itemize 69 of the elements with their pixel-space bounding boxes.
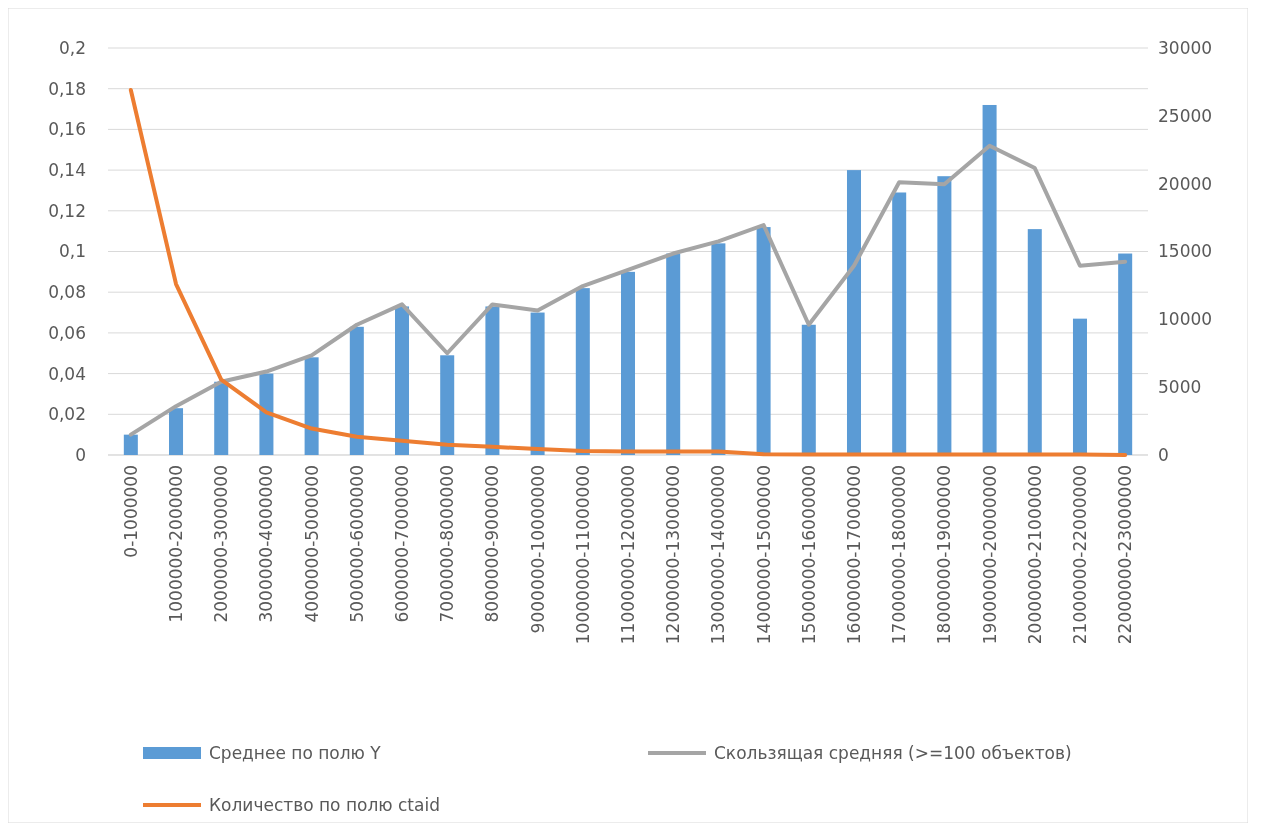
- x-tick-label: 13000000-14000000: [708, 465, 729, 645]
- bar: [937, 176, 952, 455]
- bar: [169, 408, 184, 455]
- y2-tick-label: 5000: [1158, 377, 1202, 398]
- bar: [756, 227, 771, 455]
- x-tick-label: 8000000-9000000: [482, 465, 503, 623]
- x-tick-label: 19000000-20000000: [979, 465, 1000, 645]
- y-tick-label: 0,08: [48, 282, 86, 303]
- bar: [304, 357, 319, 455]
- x-tick-label: 18000000-19000000: [934, 465, 955, 645]
- x-tick-label: 6000000-7000000: [391, 465, 412, 623]
- bar: [982, 104, 997, 455]
- x-tick-label: 1000000-2000000: [165, 465, 186, 623]
- bar: [349, 326, 364, 455]
- y-tick-label: 0,06: [48, 322, 86, 343]
- y2-tick-label: 15000: [1158, 241, 1213, 262]
- x-tick-label: 4000000-5000000: [301, 465, 322, 623]
- bar: [485, 306, 500, 455]
- y2-tick-label: 10000: [1158, 309, 1213, 330]
- bar: [620, 271, 636, 455]
- bar: [214, 381, 229, 455]
- y2-tick-label: 25000: [1158, 105, 1213, 126]
- x-tick-label: 11000000-12000000: [617, 465, 638, 645]
- x-tick-label: 16000000-17000000: [843, 465, 864, 645]
- bar: [666, 253, 681, 455]
- bar: [530, 312, 545, 455]
- y-tick-label: 0,18: [48, 78, 86, 99]
- legend-label: Среднее по полю Y: [209, 742, 382, 763]
- y-tick-label: 0,14: [48, 160, 86, 181]
- x-tick-label: 0-1000000: [120, 465, 141, 558]
- y2-tick-label: 30000: [1158, 37, 1213, 58]
- x-tick-label: 12000000-13000000: [663, 465, 684, 645]
- line-series: [128, 143, 1128, 437]
- bar: [1118, 253, 1133, 455]
- bar: [846, 170, 861, 455]
- y-tick-label: 0,12: [48, 200, 86, 221]
- y-tick-label: 0,16: [48, 119, 86, 140]
- bar: [440, 355, 455, 455]
- x-tick-label: 5000000-6000000: [346, 465, 367, 623]
- line-series: [128, 88, 1128, 457]
- y-tick-label: 0,04: [48, 363, 86, 384]
- x-tick-label: 3000000-4000000: [256, 465, 277, 623]
- bar: [801, 324, 816, 455]
- bar: [575, 288, 590, 455]
- bar: [259, 373, 274, 455]
- x-tick-label: 17000000-18000000: [889, 465, 910, 645]
- x-tick-label: 15000000-16000000: [798, 465, 819, 645]
- y2-tick-label: 0: [1158, 444, 1169, 465]
- bar: [123, 434, 138, 455]
- x-tick-label: 21000000-22000000: [1069, 465, 1090, 645]
- bar: [711, 243, 726, 455]
- x-tick-label: 20000000-21000000: [1024, 465, 1045, 645]
- legend-label: Количество по полю ctaid: [209, 794, 440, 815]
- x-tick-label: 9000000-10000000: [527, 465, 548, 634]
- bar: [1072, 318, 1087, 455]
- y2-tick-label: 20000: [1158, 173, 1213, 194]
- bar: [395, 306, 410, 455]
- x-tick-label: 7000000-8000000: [437, 465, 458, 623]
- y-tick-label: 0,02: [48, 404, 86, 425]
- y-tick-label: 0,1: [58, 241, 86, 262]
- x-tick-label: 10000000-11000000: [572, 465, 593, 645]
- legend-label: Скользящая средняя (>=100 объектов): [714, 742, 1072, 763]
- x-tick-label: 2000000-3000000: [211, 465, 232, 623]
- y-tick-label: 0: [75, 444, 86, 465]
- x-tick-label: 14000000-15000000: [753, 465, 774, 645]
- y-tick-label: 0,2: [58, 37, 86, 58]
- bar: [892, 192, 907, 455]
- x-tick-label: 22000000-23000000: [1115, 465, 1136, 645]
- bar: [1027, 229, 1042, 455]
